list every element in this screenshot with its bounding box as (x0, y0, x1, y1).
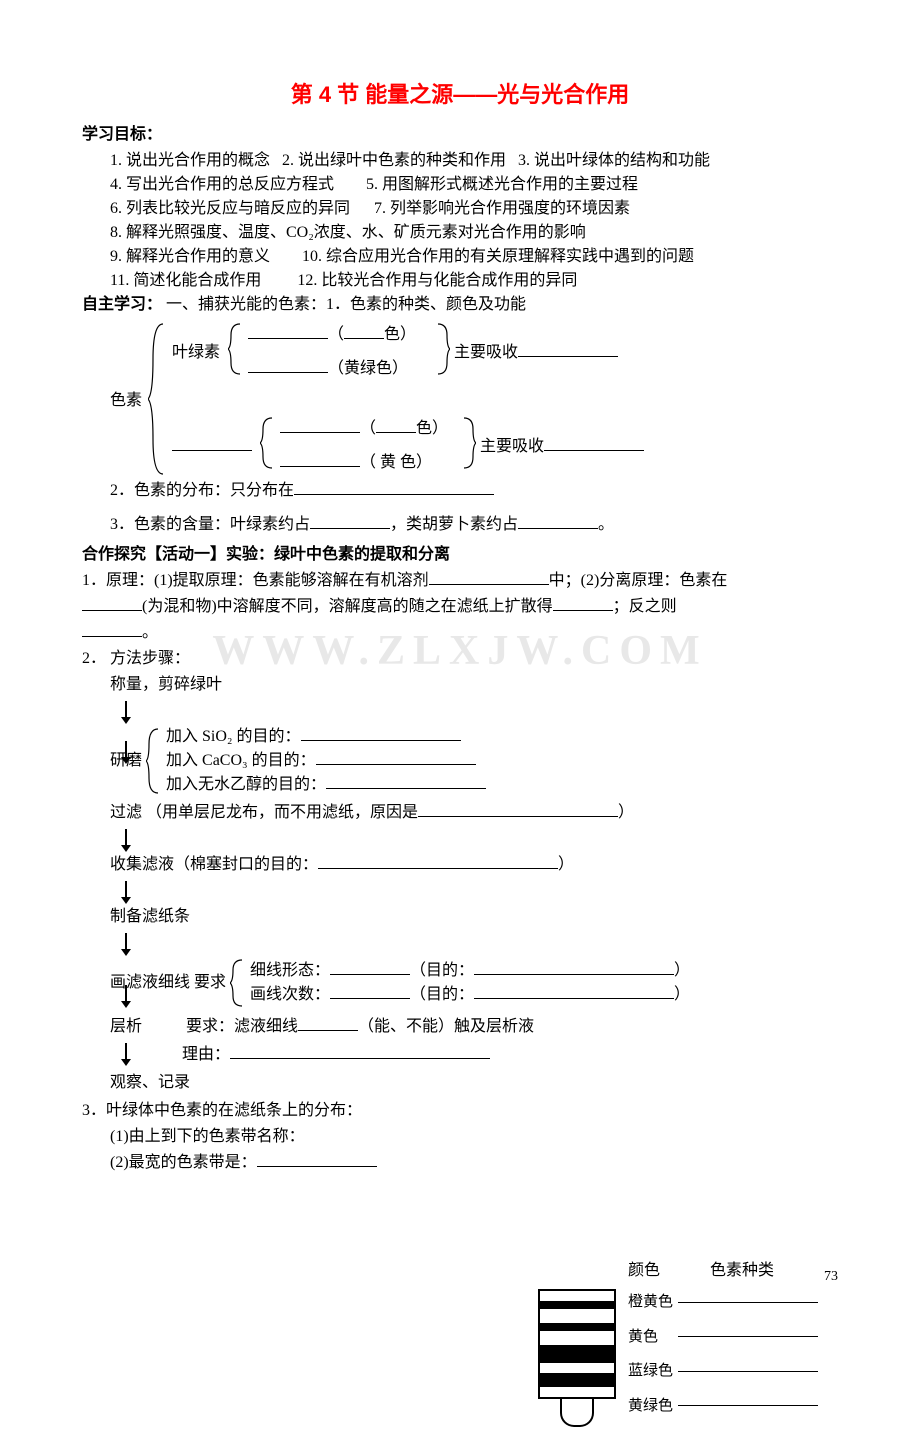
brace-icon (228, 321, 244, 377)
objectives-header: 学习目标： (82, 126, 162, 143)
arrow-down-icon (120, 1043, 122, 1067)
self-study-header: 自主学习： (82, 296, 162, 313)
principle-line: 。 (82, 621, 838, 645)
results-head-color: 颜色 (628, 1259, 660, 1283)
brace-icon (460, 415, 476, 471)
step-s6: 画滤液细线 要求 细线形态：（目的：） 画线次数：（目的：） (110, 957, 838, 1009)
principle-line: 1．原理：(1)提取原理：色素能够溶解在有机溶剂中；(2)分离原理：色素在 (82, 569, 838, 593)
tree-blank: （色） (248, 323, 416, 347)
blank-line (678, 1405, 818, 1406)
tree-root: 色素 (110, 389, 142, 413)
tree-blank: （ 黄 色） (280, 451, 432, 475)
brace-icon (434, 321, 450, 377)
brace-icon (260, 415, 276, 471)
blank-line (678, 1302, 818, 1303)
arrow-down-icon (120, 933, 122, 957)
q2-line: 2．色素的分布：只分布在 (110, 479, 838, 503)
color-label: 黄绿色 (628, 1395, 678, 1418)
self-study-intro: 一、捕获光能的色素：1．色素的种类、颜色及功能 (166, 296, 526, 313)
arrow-down-icon (120, 985, 122, 1009)
step-s5: 制备滤纸条 (110, 905, 838, 929)
step-s8: 观察、记录 (110, 1071, 838, 1095)
objective-item: 4. 写出光合作用的总反应方程式 5. 用图解形式概述光合作用的主要过程 (110, 173, 838, 197)
page-title: 第 4 节 能量之源——光与光合作用 (82, 78, 838, 111)
objective-item: 8. 解释光照强度、温度、CO₂浓度、水、矿质元素对光合作用的影响 (110, 221, 838, 245)
color-label: 黄色 (628, 1326, 678, 1349)
arrow-down-icon (120, 881, 122, 905)
step-s7: 层析 要求：滤液细线（能、不能）触及层析液 (110, 1015, 838, 1039)
q-bands-1: (1)由上到下的色素带名称： (110, 1125, 838, 1149)
step-s7c: 理由： (182, 1043, 838, 1067)
pigment-tree: 色素 叶绿素 （色） （黄绿色） 主要吸收 （色） （ 黄 色） 主要吸收 (110, 319, 838, 479)
tree-g2 (172, 435, 252, 459)
objective-item: 9. 解释光合作用的意义 10. 综合应用光合作用的有关原理解释实践中遇到的问题 (110, 245, 838, 269)
filter-strip-diagram (538, 1289, 616, 1427)
objectives-list: 1. 说出光合作用的概念 2. 说出绿叶中色素的种类和作用 3. 说出叶绿体的结… (110, 149, 838, 293)
results-head-type: 色素种类 (710, 1259, 774, 1283)
color-label: 蓝绿色 (628, 1360, 678, 1383)
q-bands-2: (2)最宽的色素带是： (110, 1151, 838, 1175)
steps-flow: 称量，剪碎绿叶 研磨 加入 SiO₂ 的目的： 加入 CaCO₃ 的目的： 加入… (110, 673, 838, 1095)
activity-header: 合作探究【活动一】实验：绿叶中色素的提取和分离 (82, 543, 838, 567)
arrow-down-icon (120, 701, 122, 725)
brace-icon (146, 726, 162, 796)
tree-g1: 叶绿素 (172, 341, 220, 365)
brace-icon (148, 319, 168, 479)
tree-absorb: 主要吸收 (480, 435, 644, 459)
principle-line: (为混和物)中溶解度不同，溶解度高的随之在滤纸上扩散得；反之则 (82, 595, 838, 619)
tree-absorb: 主要吸收 (454, 341, 618, 365)
method-header: 2． 方法步骤： (82, 647, 838, 671)
step-s3: 过滤 （用单层尼龙布，而不用滤纸，原因是） (110, 801, 838, 825)
tree-blank: （色） (280, 417, 448, 441)
brace-icon (230, 957, 246, 1009)
arrow-down-icon (120, 741, 122, 765)
step-s1: 称量，剪碎绿叶 (110, 673, 838, 697)
objective-item: 1. 说出光合作用的概念 2. 说出绿叶中色素的种类和作用 3. 说出叶绿体的结… (110, 149, 838, 173)
arrow-down-icon (120, 829, 122, 853)
color-label: 橙黄色 (628, 1291, 678, 1314)
blank-line (678, 1371, 818, 1372)
step-s2: 研磨 加入 SiO₂ 的目的： 加入 CaCO₃ 的目的： 加入无水乙醇的目的： (110, 725, 838, 797)
objective-item: 11. 简述化能合成作用 12. 比较光合作用与化能合成作用的异同 (110, 269, 838, 293)
objective-item: 6. 列表比较光反应与暗反应的异同 7. 列举影响光合作用强度的环境因素 (110, 197, 838, 221)
step-s4: 收集滤液（棉塞封口的目的：） (110, 853, 838, 877)
blank-line (678, 1336, 818, 1337)
tree-blank: （黄绿色） (248, 357, 408, 381)
page-number: 73 (824, 1266, 838, 1287)
q3-line: 3．色素的含量：叶绿素约占，类胡萝卜素约占。 (110, 513, 838, 537)
q-bands-header: 3．叶绿体中色素的在滤纸条上的分布： (82, 1099, 838, 1123)
